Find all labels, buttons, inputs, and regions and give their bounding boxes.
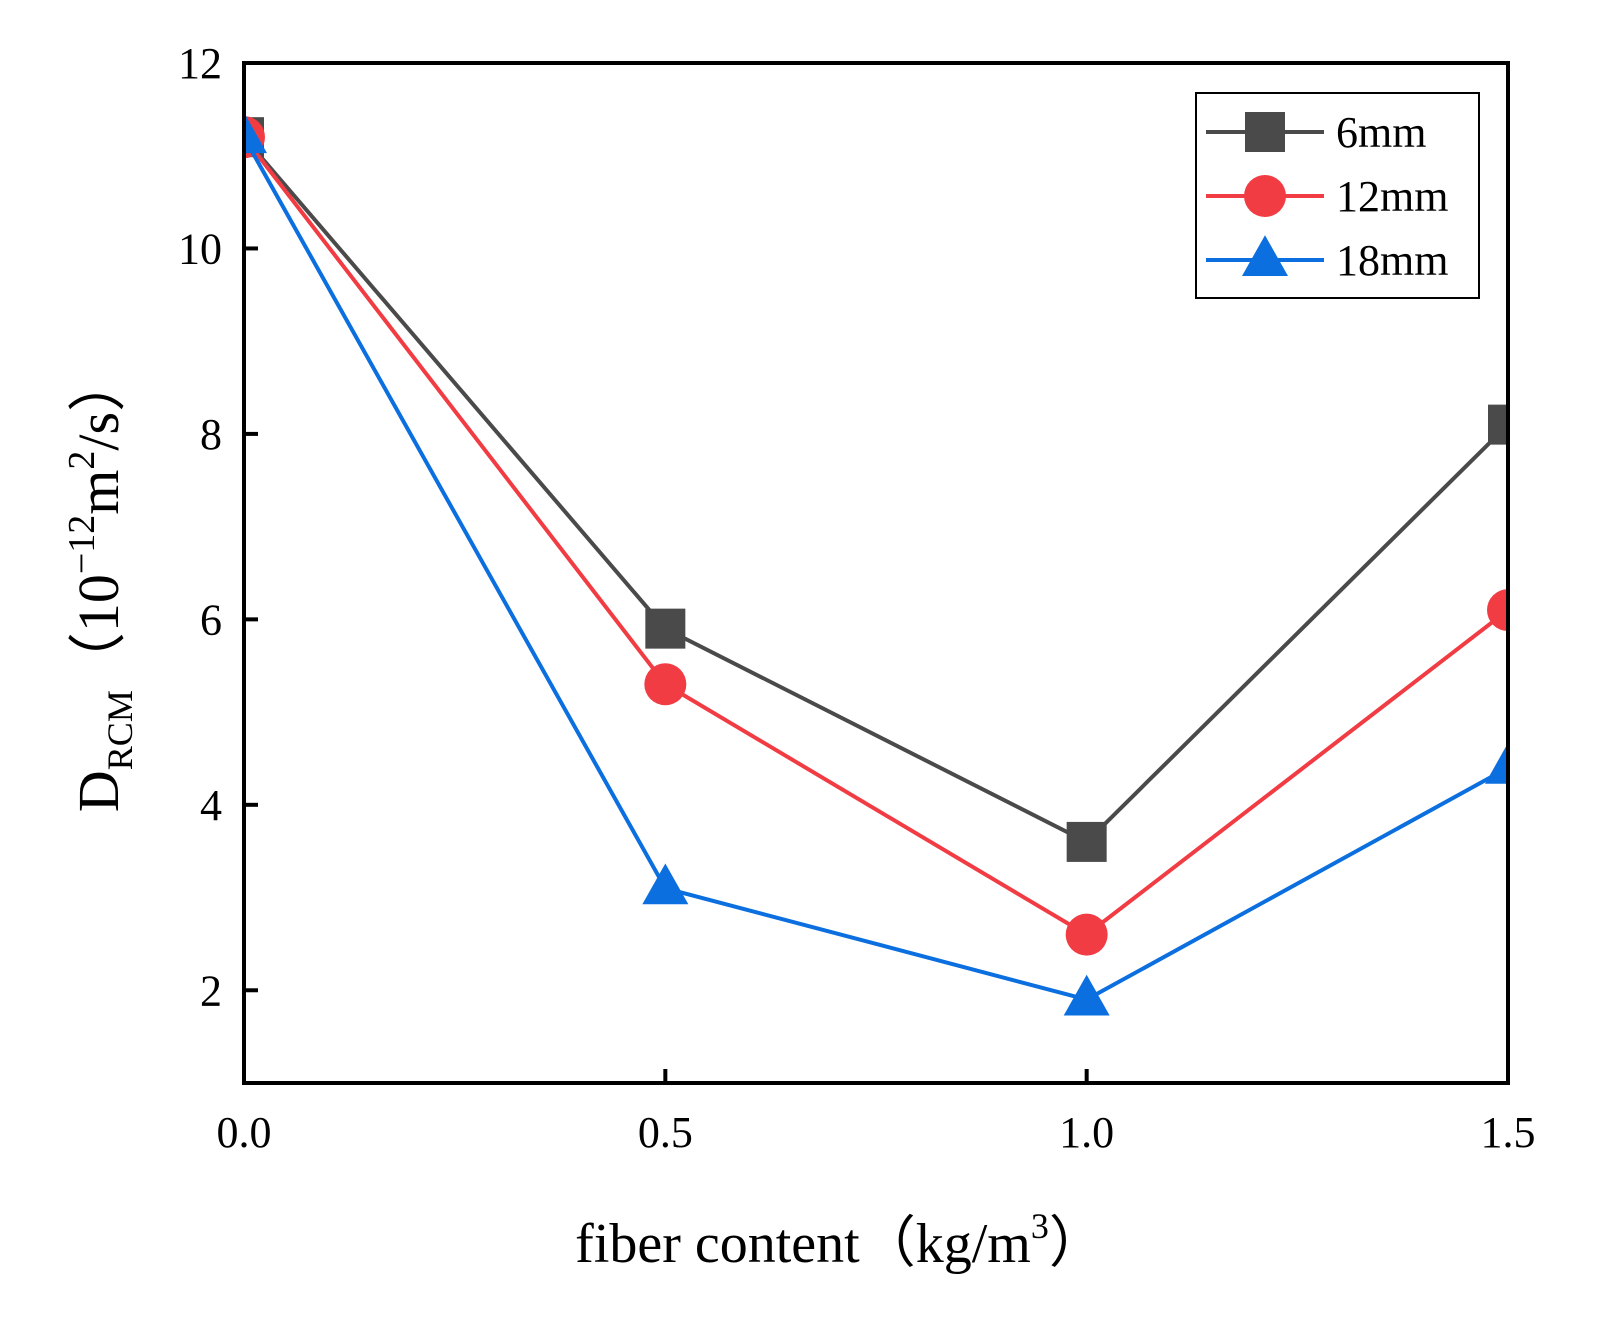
legend-label-6mm: 6mm [1336,108,1426,157]
y-tick-label-2: 6 [200,595,222,644]
legend-marker-12mm [1244,175,1286,217]
y-tick-label-5: 12 [178,39,222,88]
x-tick-label-2: 1.0 [1059,1108,1114,1157]
data-point-18mm-0 [244,112,267,154]
series-line-6mm [244,135,1508,844]
data-point-12mm-1 [644,663,687,706]
y-tick-label-1: 4 [200,781,222,830]
data-point-18mm-2 [1063,974,1110,1016]
legend-marker-6mm [1245,112,1285,152]
y-tick-label-0: 2 [200,966,222,1015]
chart-marks [244,112,1508,1016]
legend-marker-18mm [1242,235,1288,276]
data-point-18mm-1 [642,863,689,905]
x-axis-label: fiber content（kg/m3） [575,1206,1105,1275]
data-point-6mm-2 [1066,821,1107,862]
legend-label-12mm: 12mm [1336,172,1448,221]
data-point-6mm-3 [1488,404,1508,445]
data-point-12mm-2 [1065,913,1108,956]
x-tick-label-3: 1.5 [1481,1108,1536,1157]
data-point-18mm-3 [1485,742,1508,784]
y-tick-label-3: 8 [200,410,222,459]
data-point-6mm-1 [645,608,686,649]
data-point-12mm-3 [1487,589,1508,632]
x-tick-label-1: 0.5 [638,1108,693,1157]
y-axis-label: DRCM（10−12m2/s） [61,354,140,812]
legend: 6mm 12mm 18mm [1195,92,1480,299]
x-tick-label-0: 0.0 [217,1108,272,1157]
legend-label-18mm: 18mm [1336,236,1448,285]
plot-frame [242,61,1510,1085]
chart-axes: 0.0 0.5 1.0 1.5 2 4 6 8 10 12 [178,39,1536,1157]
y-tick-label-4: 10 [178,224,222,273]
series-line-12mm [244,135,1508,937]
series-line-18mm [244,136,1508,1002]
